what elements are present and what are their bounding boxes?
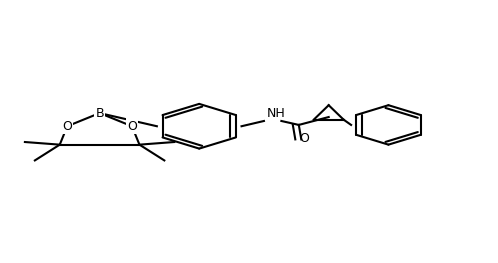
Text: O: O <box>299 132 309 144</box>
Text: O: O <box>127 120 137 133</box>
Text: B: B <box>95 107 104 120</box>
Text: O: O <box>62 120 72 133</box>
Text: NH: NH <box>266 107 285 120</box>
